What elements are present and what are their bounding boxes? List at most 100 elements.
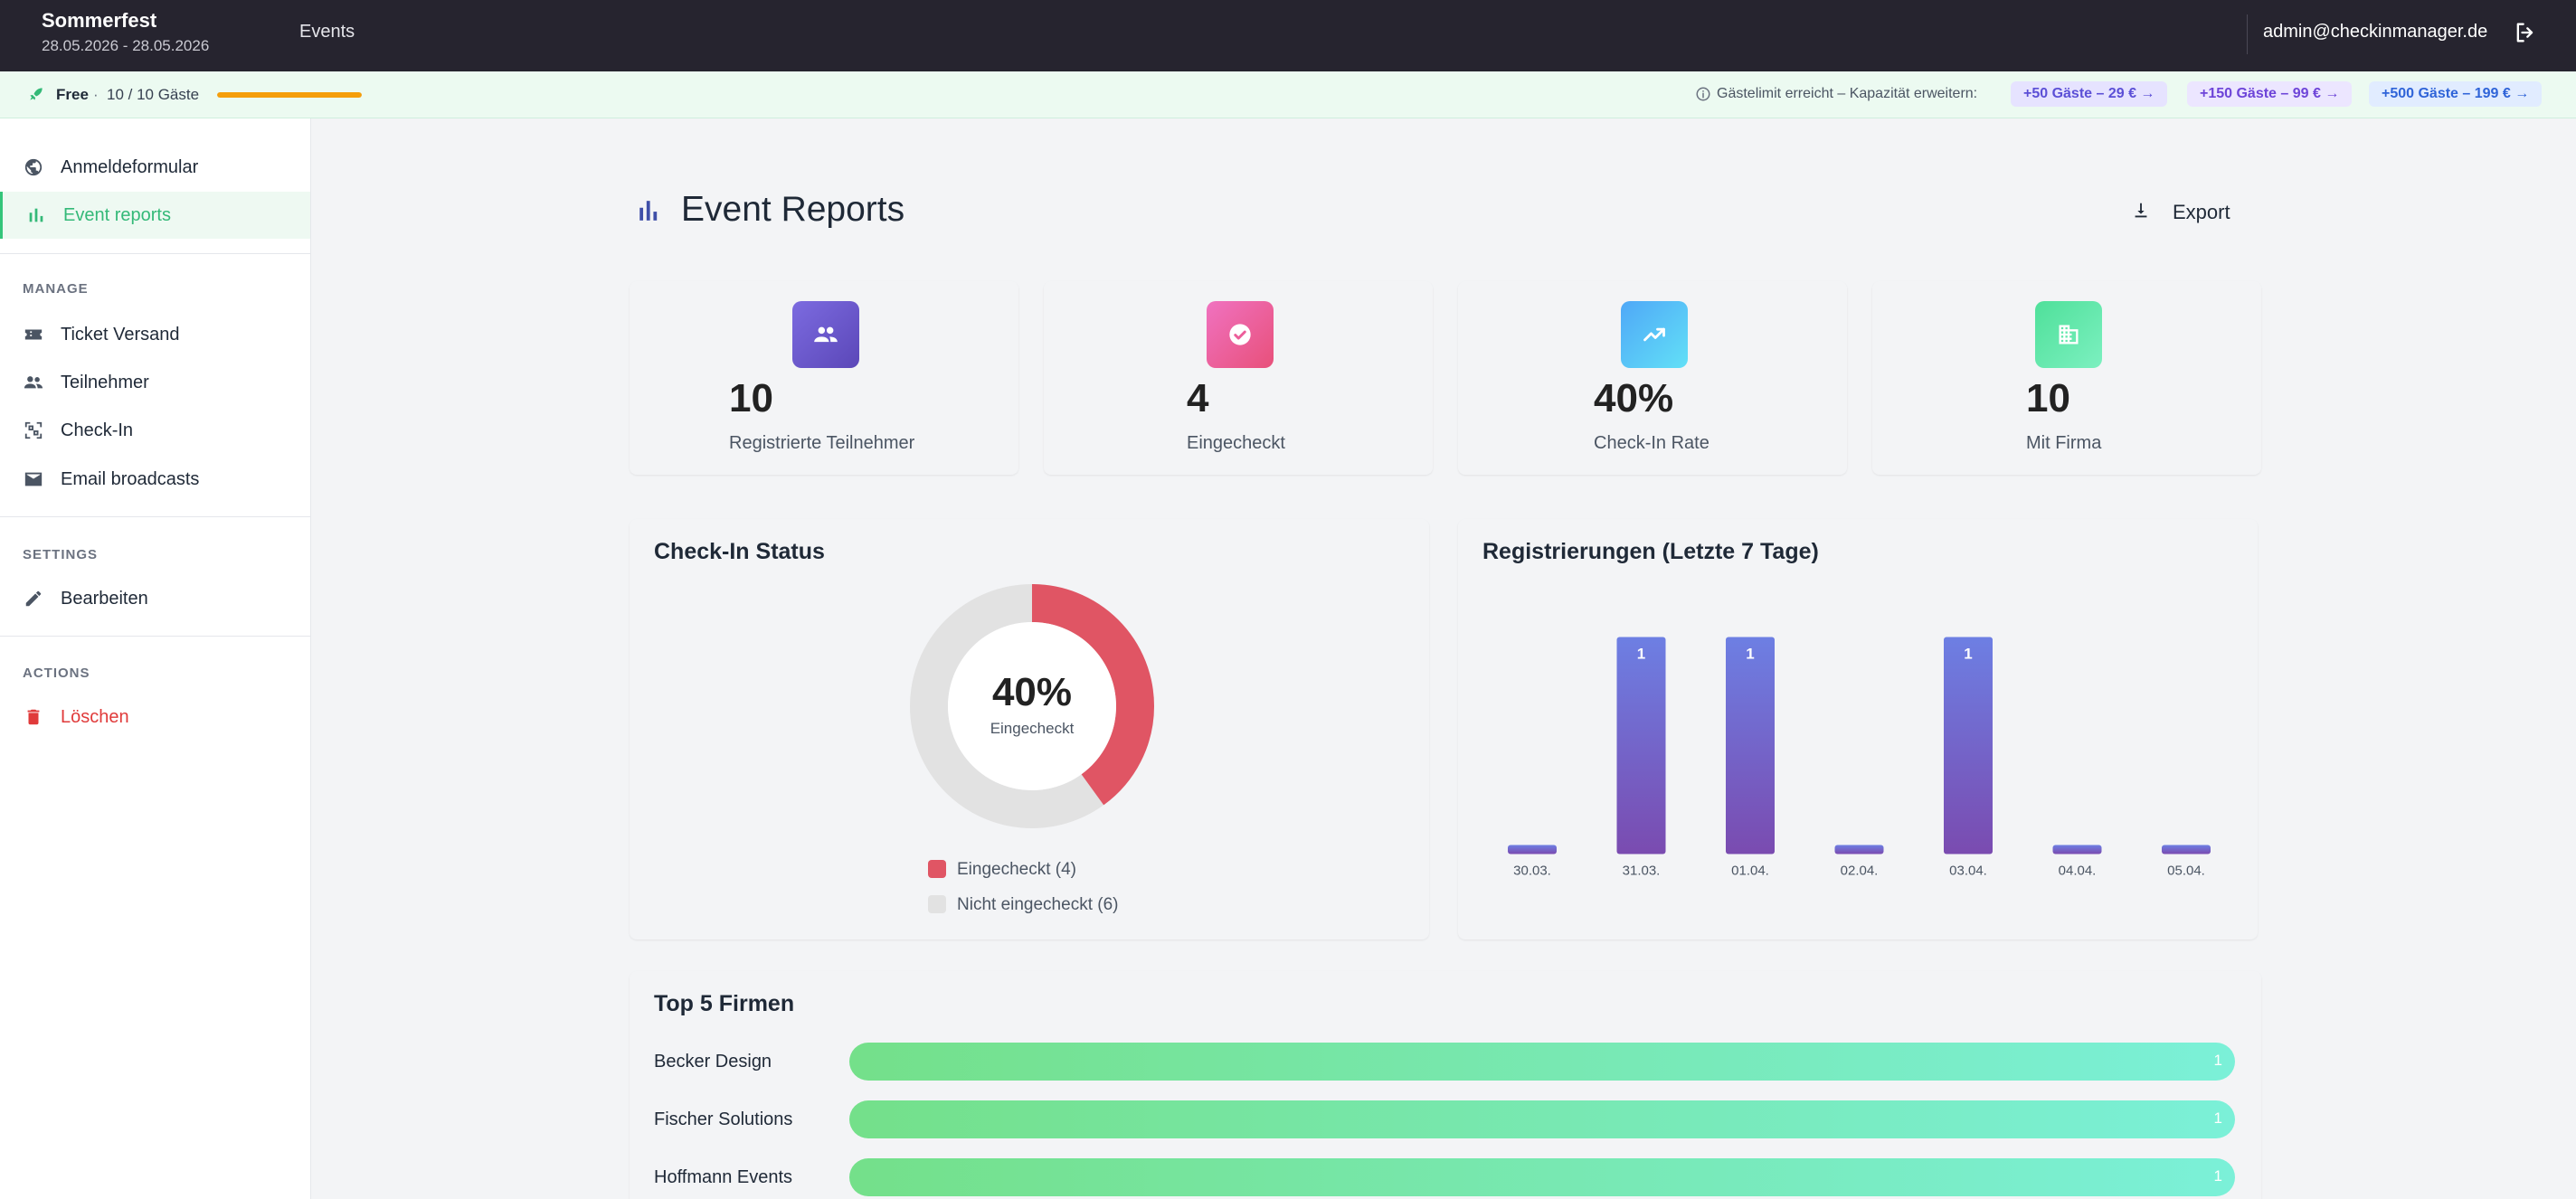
donut-center <box>948 622 1116 790</box>
bar-chart-icon <box>26 205 46 225</box>
rocket-icon <box>27 85 45 103</box>
firm-name: Fischer Solutions <box>654 1109 793 1129</box>
people-icon <box>24 373 43 392</box>
sidebar-item-teilnehmer[interactable]: Teilnehmer <box>0 359 310 406</box>
firm-row: Hoffmann Events 1 <box>654 1158 2235 1198</box>
upgrade-500-button[interactable]: +500 Gäste – 199 € → <box>2369 81 2543 107</box>
stat-value: 10 <box>729 376 773 420</box>
user-email[interactable]: admin@checkinmanager.de <box>2263 22 2488 42</box>
firm-row: Fischer Solutions 1 <box>654 1100 2235 1140</box>
guest-progress-bar <box>217 92 362 98</box>
nav-events-link[interactable]: Events <box>299 22 355 42</box>
stat-icon-box <box>1621 301 1688 368</box>
bar-data-label: 1 <box>1746 646 1754 663</box>
bar-data-label: 1 <box>1964 646 1972 663</box>
registrations-card: 30.03. 1 31.03. 1 01.04. 02.04. 1 03.04. 04.04. 0… <box>1458 519 2258 939</box>
legend-swatch <box>928 860 946 878</box>
checkin-donut: 40% Eingecheckt <box>910 584 1154 828</box>
event-title[interactable]: Sommerfest <box>42 9 157 32</box>
bar-05.04.[interactable] <box>2162 845 2211 854</box>
stat-value: 10 <box>2026 376 2070 420</box>
stat-card-with-company: 10 Mit Firma <box>1872 281 2261 475</box>
bar-02.04.[interactable] <box>1834 845 1884 854</box>
firm-value: 1 <box>2213 1052 2222 1069</box>
building-icon <box>2059 325 2079 345</box>
stat-icon-box <box>792 301 859 368</box>
page-title: Event Reports <box>681 190 905 229</box>
plan-bar: Free · 10 / 10 Gäste Gästelimit erreicht… <box>0 71 2576 118</box>
stat-card-checkin-rate: 40% Check-In Rate <box>1458 281 1847 475</box>
bar-03.04.[interactable] <box>1944 637 1993 854</box>
export-button[interactable]: Export <box>2127 197 2245 228</box>
sidebar-item-label: Anmeldeformular <box>61 157 199 177</box>
bar-30.03.[interactable] <box>1508 845 1557 854</box>
sidebar-item-anmeldeformular[interactable]: Anmeldeformular <box>0 144 310 191</box>
donut-checked-segment <box>910 584 1154 828</box>
trash-icon <box>24 707 43 727</box>
download-icon <box>2131 201 2151 221</box>
sidebar-item-label: Check-In <box>61 420 134 440</box>
card-title: Check-In Status <box>654 539 825 564</box>
stat-card-registered: 10 Registrierte Teilnehmer <box>630 281 1018 475</box>
sidebar-item-loeschen[interactable]: Löschen <box>0 694 310 741</box>
sidebar-item-email-broadcasts[interactable]: Email broadcasts <box>0 456 310 503</box>
checkin-status-card: Check-In Status 40% Eingecheckt Eingeche… <box>630 519 1429 939</box>
stat-value: 40% <box>1594 376 1674 420</box>
top-bar: Sommerfest 28.05.2026 - 28.05.2026 Event… <box>0 0 2576 71</box>
sidebar-item-ticket-versand[interactable]: Ticket Versand <box>0 311 310 358</box>
registrations-bar-chart: 30.03. 1 31.03. 1 01.04. 02.04. 1 03.04. 04.04. 0… <box>1508 637 2211 879</box>
sidebar-item-label: Email broadcasts <box>61 469 200 489</box>
stat-label: Mit Firma <box>2026 433 2102 453</box>
divider <box>0 636 310 637</box>
firm-value: 1 <box>2213 1167 2222 1185</box>
stat-icon-box <box>2035 301 2102 368</box>
mail-icon <box>24 469 43 489</box>
people-icon <box>814 326 838 343</box>
donut-percent: 40% <box>991 670 1073 714</box>
upgrade-50-button[interactable]: +50 Gäste – 29 € → <box>2011 81 2168 107</box>
sidebar-item-label: Teilnehmer <box>61 373 149 392</box>
legend-label: Eingecheckt (4) <box>957 860 1077 879</box>
firm-bar: 1 <box>849 1043 2235 1081</box>
x-tick-label: 30.03. <box>1513 864 1551 879</box>
card-title: Top 5 Firmen <box>654 991 795 1016</box>
bar-01.04.[interactable] <box>1726 637 1775 854</box>
guest-count: 10 / 10 Gäste <box>107 86 200 103</box>
qr-scan-icon <box>24 420 43 440</box>
x-tick-label: 31.03. <box>1623 864 1661 879</box>
sidebar-item-label: Bearbeiten <box>61 589 148 609</box>
divider <box>0 253 310 254</box>
stat-value: 4 <box>1187 376 1209 420</box>
top-firms-card: Top 5 Firmen Becker Design 1 Fischer Sol… <box>630 971 2261 1199</box>
sidebar-item-label: Event reports <box>63 205 171 225</box>
bar-31.03.[interactable] <box>1616 637 1666 854</box>
stat-card-checked-in: 4 Eingecheckt <box>1044 281 1433 475</box>
sidebar-item-check-in[interactable]: Check-In <box>0 407 310 454</box>
stat-label: Check-In Rate <box>1594 433 1709 453</box>
upgrade-150-button[interactable]: +150 Gäste – 99 € → <box>2187 81 2353 107</box>
card-title: Registrierungen (Letzte 7 Tage) <box>1482 539 1819 564</box>
event-dates: 28.05.2026 - 28.05.2026 <box>42 37 210 54</box>
globe-icon <box>24 157 43 177</box>
stat-label: Eingecheckt <box>1187 433 1285 453</box>
x-tick-label: 03.04. <box>1949 864 1987 879</box>
firm-name: Hoffmann Events <box>654 1167 793 1187</box>
x-tick-label: 04.04. <box>2059 864 2097 879</box>
plan-separator: · <box>93 86 99 103</box>
logout-icon[interactable] <box>2513 20 2538 45</box>
bar-04.04.[interactable] <box>2052 845 2102 854</box>
export-label: Export <box>2173 201 2230 223</box>
ticket-icon <box>24 325 43 345</box>
divider <box>2247 14 2248 54</box>
legend-swatch <box>928 895 946 913</box>
legend-label: Nicht eingecheckt (6) <box>957 895 1119 914</box>
section-title-settings: SETTINGS <box>23 547 99 562</box>
sidebar-item-event-reports[interactable]: Event reports <box>0 192 310 239</box>
check-circle-icon <box>1229 324 1251 345</box>
x-tick-label: 01.04. <box>1731 864 1769 879</box>
pencil-icon <box>24 589 43 609</box>
sidebar-item-bearbeiten[interactable]: Bearbeiten <box>0 575 310 622</box>
stat-label: Registrierte Teilnehmer <box>729 433 915 453</box>
bar-data-label: 1 <box>1637 646 1645 663</box>
x-tick-label: 05.04. <box>2167 864 2205 879</box>
